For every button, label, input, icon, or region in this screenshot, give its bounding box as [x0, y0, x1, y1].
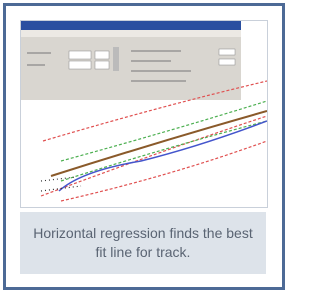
- figure-card: Horizontal regression finds the best fit…: [3, 3, 285, 290]
- page: Horizontal regression finds the best fit…: [0, 0, 286, 291]
- software-screenshot: [20, 20, 268, 208]
- caption: Horizontal regression finds the best fit…: [20, 212, 266, 274]
